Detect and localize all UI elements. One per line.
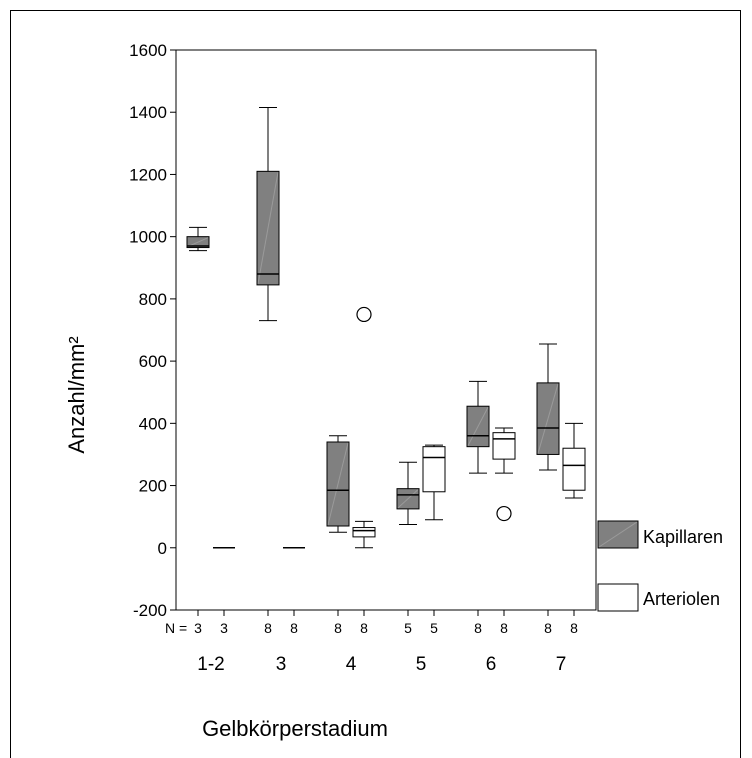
box-shade-kapillaren	[257, 172, 279, 284]
n-label-arteriolen: 8	[290, 620, 298, 636]
n-label-kapillaren: 8	[334, 620, 342, 636]
legend-label-arteriolen: Arteriolen	[643, 589, 720, 609]
plot-area	[175, 49, 597, 611]
y-tick-label: 400	[139, 414, 167, 433]
legend-label-kapillaren: Kapillaren	[643, 527, 723, 547]
n-label-kapillaren: 8	[544, 620, 552, 636]
n-label-arteriolen: 3	[220, 620, 228, 636]
y-tick-label: 1400	[129, 103, 167, 122]
box-arteriolen	[422, 446, 446, 493]
x-category-label: 1-2	[197, 654, 224, 675]
x-category-label: 3	[276, 654, 287, 675]
box-shade-kapillaren	[397, 489, 419, 509]
box-shade-kapillaren	[467, 406, 489, 446]
y-tick-label: -200	[133, 601, 167, 620]
x-category-label: 6	[486, 654, 497, 675]
legend-swatch-arteriolen	[597, 583, 639, 612]
n-counts: N = 3 3 8 8 8 8 5 5 8 8 8 8	[165, 620, 578, 636]
x-category-labels: 1-2 3 4 5 6 7	[197, 654, 566, 675]
n-label-arteriolen: 8	[570, 620, 578, 636]
outlier-point-arteriolen	[496, 505, 512, 522]
figure-frame	[10, 10, 741, 758]
y-tick-label: 0	[158, 539, 167, 558]
box-arteriolen	[492, 432, 516, 460]
y-tick-label: 200	[139, 477, 167, 496]
n-label-kapillaren: 5	[404, 620, 412, 636]
legend: Kapillaren Arteriolen	[597, 520, 723, 612]
box-shade-kapillaren	[327, 442, 349, 526]
n-label-arteriolen: 5	[430, 620, 438, 636]
box-shade-kapillaren	[187, 237, 209, 248]
n-label-arteriolen: 8	[500, 620, 508, 636]
x-category-label: 7	[556, 654, 567, 675]
y-tick-label: 600	[139, 352, 167, 371]
y-tick-label: 1200	[129, 165, 167, 184]
x-category-label: 5	[416, 654, 427, 675]
n-label-arteriolen: 8	[360, 620, 368, 636]
box-arteriolen	[352, 527, 376, 538]
n-prefix-label: N =	[165, 620, 187, 636]
y-tick-label: 800	[139, 290, 167, 309]
box-arteriolen	[562, 447, 586, 491]
y-axis: -200 0 200 400 600 800 1000 1200 1400 1600	[129, 41, 176, 620]
n-label-kapillaren: 8	[474, 620, 482, 636]
box-shade-kapillaren	[537, 383, 559, 454]
n-label-kapillaren: 8	[264, 620, 272, 636]
boxes-group	[186, 107, 586, 616]
outlier-point-arteriolen	[356, 306, 372, 323]
y-tick-label: 1000	[129, 228, 167, 247]
x-category-label: 4	[346, 654, 357, 675]
legend-swatch-kapillaren-shade	[598, 521, 638, 548]
n-label-kapillaren: 3	[194, 620, 202, 636]
x-axis-label: Gelbkörperstadium	[202, 716, 388, 741]
y-axis-label: Anzahl/mm²	[64, 336, 89, 453]
y-tick-label: 1600	[129, 41, 167, 60]
